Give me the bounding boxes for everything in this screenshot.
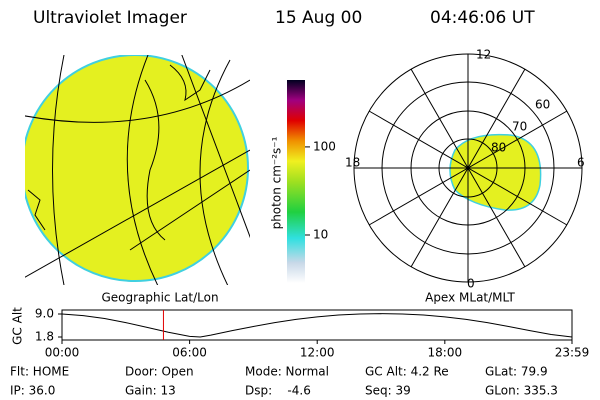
polar-label: 0 bbox=[467, 277, 475, 291]
x-tick-label: 06:00 bbox=[172, 346, 207, 360]
time: 04:46:06 UT bbox=[430, 8, 535, 28]
status-field: Door: Open bbox=[125, 365, 194, 379]
colorbar-label: photon cm⁻²s⁻¹ bbox=[270, 136, 284, 229]
status-field: GLat: 79.9 bbox=[485, 365, 548, 379]
x-tick-label: 00:00 bbox=[45, 346, 80, 360]
colorbar-tick-label: 100 bbox=[313, 139, 336, 153]
y-tick-label: 9.0 bbox=[35, 307, 54, 321]
altitude-line bbox=[61, 313, 573, 338]
geo-image bbox=[25, 55, 250, 285]
date: 15 Aug 00 bbox=[275, 8, 362, 28]
status-field: Seq: 39 bbox=[365, 384, 411, 398]
title: Ultraviolet Imager bbox=[33, 8, 187, 28]
x-tick-label: 23:59 bbox=[555, 346, 590, 360]
panel-label: Geographic Lat/Lon bbox=[101, 291, 218, 305]
polar-label: 6 bbox=[577, 156, 585, 170]
status-field: IP: 36.0 bbox=[10, 384, 55, 398]
status-field: Flt: HOME bbox=[10, 365, 69, 379]
y-axis-label: GC Alt bbox=[11, 307, 25, 345]
polar-label: 18 bbox=[345, 156, 360, 170]
status-field: GLon: 335.3 bbox=[485, 384, 558, 398]
polar-label: 12 bbox=[476, 48, 491, 62]
colorbar-tick-label: 10 bbox=[313, 227, 328, 241]
polar-label: 70 bbox=[512, 120, 527, 134]
y-tick-label: 1.8 bbox=[35, 330, 54, 344]
polar-label: 80 bbox=[491, 141, 506, 155]
status-field: Gain: 13 bbox=[125, 384, 176, 398]
x-tick-label: 12:00 bbox=[300, 346, 335, 360]
x-tick-label: 18:00 bbox=[428, 346, 463, 360]
status-field: Dsp: -4.6 bbox=[245, 384, 311, 398]
status-field: Mode: Normal bbox=[245, 365, 329, 379]
status-field: GC Alt: 4.2 Re bbox=[365, 365, 449, 379]
panel-label: Apex MLat/MLT bbox=[425, 291, 515, 305]
polar-label: 60 bbox=[535, 98, 550, 112]
polar-plot bbox=[353, 53, 583, 283]
colorbar bbox=[287, 80, 305, 283]
